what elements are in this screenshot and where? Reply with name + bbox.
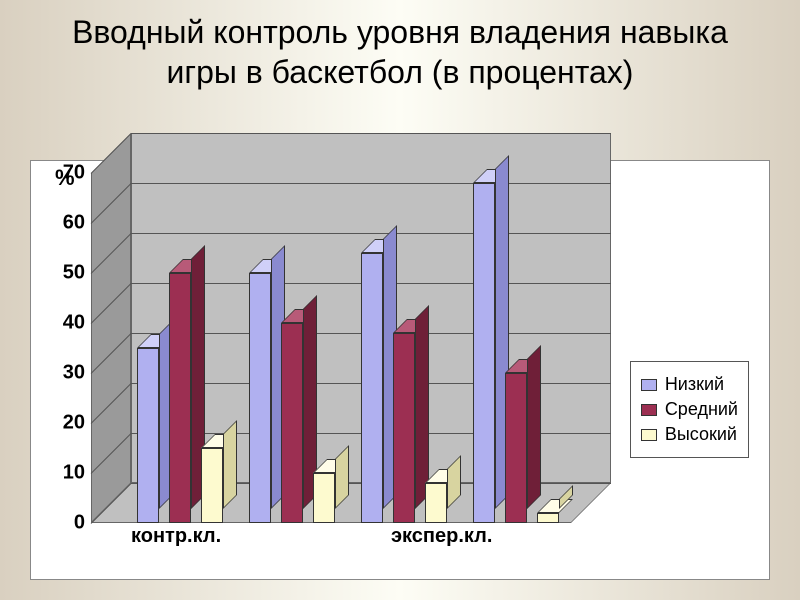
bar-side: [335, 445, 349, 509]
bar: [425, 483, 447, 523]
legend-swatch: [641, 429, 657, 441]
bar: [473, 183, 495, 523]
legend-label: Средний: [665, 399, 738, 420]
chart-title: Вводный контроль уровня владения навыка …: [0, 0, 800, 100]
legend: Низкий Средний Высокий: [630, 361, 749, 458]
bar-top: [537, 499, 573, 513]
bar: [537, 513, 559, 523]
bar: [137, 348, 159, 523]
y-tick-label: 20: [63, 412, 85, 435]
legend-item: Низкий: [641, 374, 738, 395]
legend-swatch: [641, 379, 657, 391]
bar: [313, 473, 335, 523]
bar-front: [425, 483, 447, 523]
bar-front: [169, 273, 191, 523]
bar-front: [281, 323, 303, 523]
gridline: [131, 133, 611, 134]
bar-side: [223, 420, 237, 509]
bar-front: [505, 373, 527, 523]
y-tick-label: 50: [63, 262, 85, 285]
y-tick-label: 40: [63, 312, 85, 335]
legend-item: Высокий: [641, 424, 738, 445]
legend-item: Средний: [641, 399, 738, 420]
bar: [505, 373, 527, 523]
y-tick-label: 10: [63, 462, 85, 485]
bar-side: [415, 305, 429, 509]
y-tick-label: 30: [63, 362, 85, 385]
legend-label: Низкий: [665, 374, 724, 395]
y-tick-label: 0: [74, 512, 85, 535]
x-tick-label: контр.кл.: [131, 525, 221, 548]
bar: [249, 273, 271, 523]
bar: [281, 323, 303, 523]
slide: Вводный контроль уровня владения навыка …: [0, 0, 800, 600]
y-tick-label: 60: [63, 212, 85, 235]
chart-container: % 010203040506070 контр.кл.экспер.кл. Ни…: [30, 160, 770, 580]
y-tick-label: 70: [63, 162, 85, 185]
bar: [201, 448, 223, 523]
bar-front: [361, 253, 383, 523]
bar-front: [473, 183, 495, 523]
bar-side: [447, 455, 461, 509]
bars-layer: [91, 173, 571, 523]
legend-label: Высокий: [665, 424, 737, 445]
bar-front: [201, 448, 223, 523]
bar-front: [537, 513, 559, 523]
bar: [361, 253, 383, 523]
legend-swatch: [641, 404, 657, 416]
bar-side: [527, 345, 541, 509]
bar-front: [137, 348, 159, 523]
bar-front: [313, 473, 335, 523]
bar-front: [393, 333, 415, 523]
x-tick-label: экспер.кл.: [391, 525, 492, 548]
bar: [393, 333, 415, 523]
bar-front: [249, 273, 271, 523]
plot-area: 010203040506070 контр.кл.экспер.кл.: [91, 173, 571, 523]
bar: [169, 273, 191, 523]
